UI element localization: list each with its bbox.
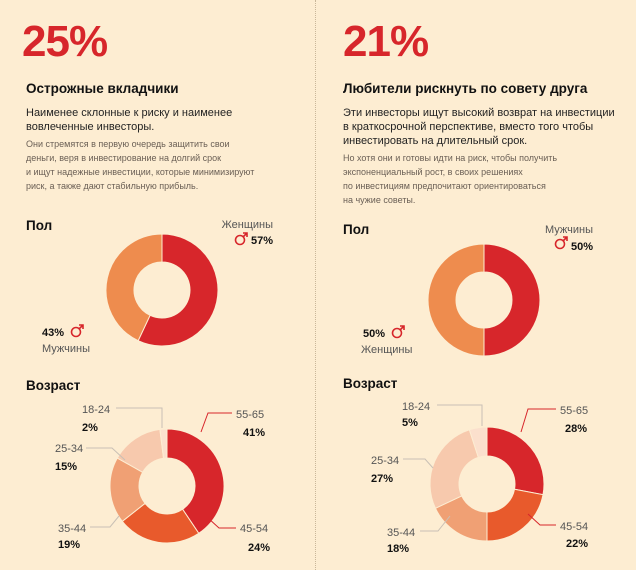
value-right-45-54: 22% — [566, 538, 588, 550]
label-left-55-65: 55-65 — [236, 409, 264, 421]
value-left-45-54: 24% — [248, 542, 270, 554]
right-percent: 21% — [343, 17, 429, 66]
value-left-18-24: 2% — [82, 422, 98, 434]
left-percent: 25% — [22, 17, 108, 66]
value-right-35-44: 18% — [387, 543, 409, 555]
leader-line — [86, 447, 126, 461]
value-right-55-65: 28% — [565, 423, 587, 435]
right-desc-line: на чужие советы. — [343, 195, 416, 205]
value-left-25-34: 15% — [55, 461, 77, 473]
donut-slice-18-24 — [159, 428, 168, 459]
donut-right-gender — [427, 243, 541, 357]
label-left-18-24: 18-24 — [82, 404, 110, 416]
label-right-women: Женщины — [361, 344, 412, 356]
value-left-35-44: 19% — [58, 539, 80, 551]
value-right-women: 50% — [363, 328, 385, 340]
value-right-men: 50% — [571, 241, 593, 253]
left-gender-heading: Пол — [26, 218, 53, 233]
leader-line — [403, 458, 434, 469]
leader-line — [420, 515, 451, 532]
right-desc-line: экспоненциальный рост, в своих решениях — [343, 167, 523, 177]
left-description: Они стремятся в первую очередь защитить … — [26, 137, 301, 193]
value-right-18-24: 5% — [402, 417, 418, 429]
label-right-55-65: 55-65 — [560, 405, 588, 417]
left-title: Острожные вкладчики — [26, 81, 179, 96]
right-lead: Эти инвесторы ищут высокий возврат на ин… — [343, 107, 615, 147]
left-desc-line: риск, а также дают стабильную прибыль. — [26, 181, 199, 191]
right-desc-line: Но хотя они и готовы идти на риск, чтобы… — [343, 153, 558, 163]
left-lead: Наименее склонные к риску и наименее вов… — [26, 107, 233, 133]
male-symbol-icon — [70, 324, 84, 338]
left-age-heading: Возраст — [26, 378, 81, 393]
label-left-45-54: 45-54 — [240, 523, 268, 535]
right-desc-line: по инвестициям предпочитают ориентироват… — [343, 181, 546, 191]
label-right-35-44: 35-44 — [387, 527, 415, 539]
leader-line — [527, 513, 556, 526]
leader-line — [200, 412, 232, 433]
right-description: Но хотя они и готовы идти на риск, чтобы… — [343, 151, 628, 207]
column-divider — [315, 0, 316, 570]
leader-line — [90, 515, 120, 528]
label-left-women: Женщины — [222, 219, 273, 231]
right-age-heading: Возраст — [343, 376, 398, 391]
male-symbol-icon — [391, 325, 405, 339]
leader-line — [116, 407, 163, 428]
leader-line — [437, 404, 483, 426]
male-symbol-icon — [554, 236, 568, 250]
value-left-55-65: 41% — [243, 427, 265, 439]
label-right-25-34: 25-34 — [371, 455, 399, 467]
donut-left-age — [109, 428, 225, 544]
donut-slice-55-65 — [166, 428, 225, 535]
left-desc-line: деньги, веря в инвестирование на долгий … — [26, 153, 222, 163]
male-symbol-icon — [234, 232, 248, 246]
left-desc-line: и ищут надежные инвестиции, которые мини… — [26, 167, 255, 177]
label-right-18-24: 18-24 — [402, 401, 430, 413]
donut-slice-25-34 — [429, 429, 479, 509]
leader-line — [520, 408, 556, 433]
right-gender-heading: Пол — [343, 222, 370, 237]
left-desc-line: Они стремятся в первую очередь защитить … — [26, 139, 230, 149]
right-title: Любители рискнуть по совету друга — [343, 81, 588, 96]
label-left-men: Мужчины — [42, 343, 90, 355]
donut-left-gender — [105, 233, 219, 347]
label-left-25-34: 25-34 — [55, 443, 83, 455]
donut-slice-55-65 — [486, 426, 545, 496]
value-left-men: 43% — [42, 327, 64, 339]
label-left-35-44: 35-44 — [58, 523, 86, 535]
value-left-women: 57% — [251, 235, 273, 247]
value-right-25-34: 27% — [371, 473, 393, 485]
donut-slice-Женщины — [427, 243, 485, 357]
chart-annotations: Женщины 57% 43% Мужчины 55-65 41% 45-54 24% 35-4… — [42, 219, 593, 555]
donut-slice-Женщины — [137, 233, 219, 347]
donut-slice-45-54 — [486, 488, 544, 542]
donut-right-age — [429, 426, 545, 542]
leader-line — [207, 517, 236, 529]
donut-slice-Мужчины — [105, 233, 163, 342]
label-right-45-54: 45-54 — [560, 521, 588, 533]
donut-slice-18-24 — [468, 426, 488, 458]
label-right-men: Мужчины — [545, 224, 593, 236]
donut-slice-Мужчины — [483, 243, 541, 357]
